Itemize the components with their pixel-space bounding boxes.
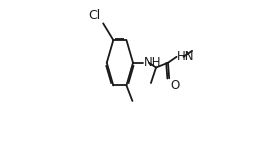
- Text: O: O: [171, 80, 180, 93]
- Text: NH: NH: [144, 56, 161, 69]
- Text: HN: HN: [177, 50, 195, 63]
- Text: Cl: Cl: [89, 9, 101, 22]
